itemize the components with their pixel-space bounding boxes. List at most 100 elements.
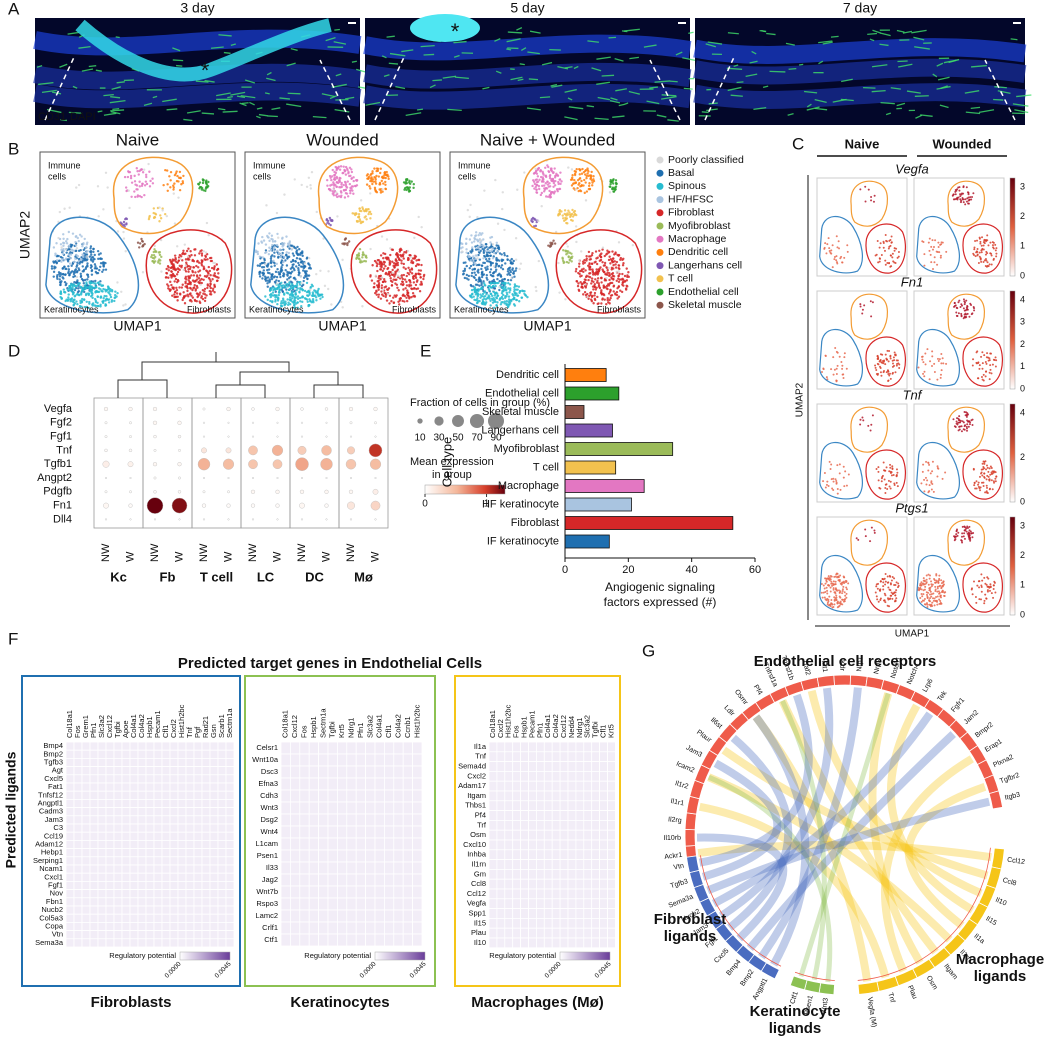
- cell-dot: [200, 188, 203, 191]
- cell-dot: [875, 585, 878, 588]
- cell-dot: [163, 212, 167, 216]
- cell-dot: [601, 261, 604, 264]
- cell-dot: [382, 182, 385, 185]
- cell-dot: [415, 259, 418, 262]
- cell-dot: [993, 470, 996, 473]
- cell-dot: [985, 478, 988, 481]
- umap-title: Wounded: [306, 130, 378, 149]
- cell-dot: [534, 170, 538, 173]
- legend-label: Macrophage: [668, 233, 727, 245]
- cell-dot: [405, 274, 408, 278]
- vessel: [1010, 38, 1018, 41]
- vessel: [615, 88, 627, 92]
- cell-dot: [550, 169, 553, 172]
- cell-dot: [355, 184, 359, 187]
- cell-dot: [870, 423, 873, 426]
- cell-dot: [124, 217, 128, 220]
- vessel: [38, 81, 54, 86]
- cell-dot: [605, 276, 608, 280]
- cell-dot: [963, 303, 966, 306]
- cell-dot: [89, 289, 92, 292]
- cell-dot: [974, 239, 977, 242]
- cell-dot: [544, 174, 547, 178]
- cell-dot: [583, 191, 586, 195]
- cell-dot: [566, 245, 569, 248]
- vessel: [879, 43, 889, 47]
- cell-dot: [277, 293, 281, 297]
- cell-dot: [591, 268, 594, 271]
- cell-dot: [197, 183, 201, 186]
- cell-dot: [974, 595, 977, 598]
- vessel: [244, 79, 256, 84]
- cell-dot: [285, 264, 289, 267]
- cell-dot: [204, 181, 208, 184]
- cell-dot: [883, 592, 886, 595]
- cell-dot: [400, 274, 404, 277]
- cell-dot: [938, 585, 941, 588]
- cell-dot: [67, 296, 70, 299]
- cell-dot: [274, 300, 277, 303]
- cell-dot: [992, 247, 995, 250]
- cell-dot: [891, 467, 894, 470]
- cell-dot: [291, 266, 294, 269]
- cell-dot: [284, 302, 287, 305]
- cell-dot: [869, 429, 872, 432]
- cell-dot: [960, 539, 963, 542]
- cell-dot: [397, 289, 400, 292]
- cell-dot: [933, 604, 936, 607]
- cell-dot: [587, 187, 591, 191]
- cell-dot: [834, 588, 837, 591]
- cell-dot: [102, 208, 105, 211]
- cell-dot: [501, 267, 505, 271]
- vessel: [516, 27, 523, 31]
- cell-dot: [496, 222, 500, 225]
- cell-dot: [957, 186, 960, 189]
- cell-dot: [829, 574, 832, 577]
- immune-outline: [317, 156, 399, 235]
- vessel: [749, 60, 758, 64]
- cell-dot: [977, 481, 980, 484]
- vessel: [911, 29, 927, 34]
- cell-dot: [513, 288, 516, 291]
- cell-dot: [599, 255, 603, 259]
- umap-title: Naive + Wounded: [480, 130, 615, 149]
- cell-dot: [127, 189, 130, 192]
- cell-dot: [337, 179, 341, 182]
- cell-dot: [158, 220, 161, 223]
- cell-dot: [270, 265, 273, 268]
- cell-dot: [289, 275, 292, 279]
- cell-dot: [941, 477, 944, 480]
- cell-dot: [461, 273, 465, 276]
- cell-dot: [585, 176, 588, 180]
- cell-dot: [130, 181, 134, 184]
- cell-dot: [272, 247, 276, 250]
- vessel: [230, 43, 236, 46]
- cell-dot: [928, 484, 931, 487]
- cell-dot: [169, 280, 172, 284]
- cell-dot: [193, 254, 197, 257]
- cell-dot: [56, 254, 59, 257]
- cell-dot: [825, 586, 828, 589]
- cell-dot: [408, 296, 411, 299]
- cell-dot: [94, 291, 97, 294]
- cell-dot: [495, 241, 498, 244]
- cell-dot: [186, 287, 189, 290]
- cell-dot: [284, 268, 287, 272]
- cell-dot: [537, 219, 540, 223]
- cell-dot: [308, 266, 312, 269]
- cell-dot: [258, 264, 262, 268]
- cell-dot: [877, 582, 880, 585]
- cell-dot: [86, 273, 90, 277]
- cell-dot: [189, 250, 192, 253]
- vessel: [258, 113, 268, 117]
- cell-dot: [357, 215, 361, 218]
- cell-dot: [472, 258, 475, 262]
- cell-dot: [621, 280, 625, 284]
- cell-dot: [154, 250, 157, 253]
- cell-dot: [887, 360, 890, 363]
- cell-dot: [523, 171, 526, 174]
- cell-dot: [282, 260, 286, 263]
- cell-dot: [842, 376, 845, 379]
- cell-dot: [97, 304, 100, 308]
- cell-dot: [417, 258, 420, 262]
